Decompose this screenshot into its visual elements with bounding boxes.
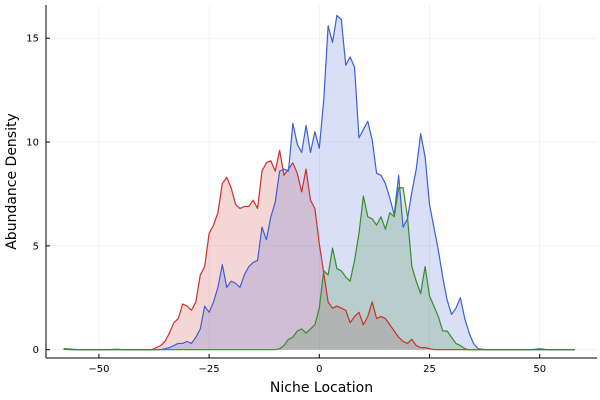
- x-tick-label: −50: [88, 364, 109, 375]
- series-areas: [63, 15, 575, 350]
- x-axis-title: Niche Location: [270, 380, 373, 396]
- series-2-area: [63, 15, 575, 350]
- x-tick-label: 25: [423, 364, 436, 375]
- series-3-area: [63, 187, 575, 350]
- series-1-area: [63, 150, 575, 350]
- y-tick-label: 15: [26, 34, 39, 45]
- y-axis-title: Abundance Density: [4, 113, 20, 250]
- series-2-line: [63, 14, 575, 351]
- x-tick-label: 0: [316, 364, 322, 375]
- x-tick-label: 50: [533, 364, 546, 375]
- series-lines: [63, 14, 575, 351]
- series-3-line: [63, 187, 575, 351]
- series-1-line: [63, 149, 575, 351]
- x-ticks: −50 −25 0 25 50: [88, 354, 546, 375]
- y-tick-label: 5: [33, 241, 39, 252]
- x-gridlines: [98, 5, 540, 358]
- y-tick-label: 10: [26, 138, 39, 149]
- x-tick-label: −25: [199, 364, 220, 375]
- y-tick-label: 0: [33, 345, 39, 356]
- y-ticks: 0 5 10 15: [26, 34, 50, 356]
